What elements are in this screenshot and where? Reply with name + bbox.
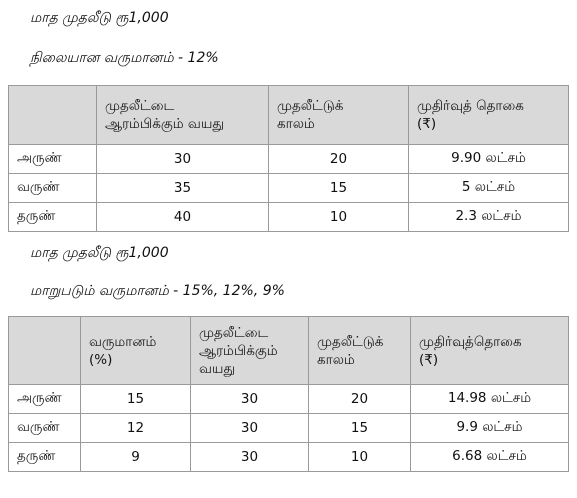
investor-name: வருண் [8, 413, 81, 443]
start-age: 40 [96, 202, 269, 232]
investment-period: 10 [308, 442, 411, 472]
investor-name: அருண் [8, 144, 97, 174]
investment-period: 20 [268, 144, 409, 174]
start-age: 35 [96, 173, 269, 203]
start-age: 30 [190, 413, 309, 443]
investor-name: தருண் [8, 442, 81, 472]
table-header-cell: முதலீட்டை ஆரம்பிக்கும் வயது [96, 85, 269, 145]
investment-period: 15 [268, 173, 409, 203]
table-row: அருண் 15 30 20 14.98 லட்சம் [8, 384, 569, 414]
investment-period: 10 [268, 202, 409, 232]
table-row: அருண் 30 20 9.90 லட்சம் [8, 144, 569, 174]
table-header-cell: வருமானம் (%) [80, 316, 191, 385]
maturity-amount: 14.98 லட்சம் [410, 384, 569, 414]
section1-monthly-investment: மாத முதலீடு ரூ1,000 [30, 10, 169, 26]
maturity-amount: 5 லட்சம் [408, 173, 569, 203]
table-row: தருண் 40 10 2.3 லட்சம் [8, 202, 569, 232]
table-header-cell [8, 85, 97, 145]
investment-period: 20 [308, 384, 411, 414]
start-age: 30 [190, 442, 309, 472]
section1-return-label: நிலையான வருமானம் - 12% [30, 50, 219, 66]
table-header-cell: முதிர்வுத் தொகை (₹) [408, 85, 569, 145]
start-age: 30 [190, 384, 309, 414]
table-header-cell: முதலீட்டுக் காலம் [308, 316, 411, 385]
section2-monthly-investment: மாத முதலீடு ரூ1,000 [30, 245, 169, 261]
maturity-amount: 6.68 லட்சம் [410, 442, 569, 472]
table-variable-return: வருமானம் (%) முதலீட்டை ஆரம்பிக்கும் வயது… [8, 316, 569, 472]
start-age: 30 [96, 144, 269, 174]
table-fixed-return: முதலீட்டை ஆரம்பிக்கும் வயது முதலீட்டுக் … [8, 85, 569, 232]
table-row: வருண் 12 30 15 9.9 லட்சம் [8, 413, 569, 443]
investor-name: அருண் [8, 384, 81, 414]
investor-name: வருண் [8, 173, 97, 203]
table-header-cell: முதலீட்டை ஆரம்பிக்கும் வயது [190, 316, 309, 385]
table-header-row: முதலீட்டை ஆரம்பிக்கும் வயது முதலீட்டுக் … [8, 85, 569, 145]
table-header-cell: முதலீட்டுக் காலம் [268, 85, 409, 145]
investor-name: தருண் [8, 202, 97, 232]
return-percent: 12 [80, 413, 191, 443]
table-header-cell [8, 316, 81, 385]
table-row: வருண் 35 15 5 லட்சம் [8, 173, 569, 203]
table-row: தருண் 9 30 10 6.68 லட்சம் [8, 442, 569, 472]
table-header-row: வருமானம் (%) முதலீட்டை ஆரம்பிக்கும் வயது… [8, 316, 569, 385]
section2-return-label: மாறுபடும் வருமானம் - 15%, 12%, 9% [30, 283, 285, 299]
maturity-amount: 9.90 லட்சம் [408, 144, 569, 174]
table-header-cell: முதிர்வுத்தொகை (₹) [410, 316, 569, 385]
return-percent: 15 [80, 384, 191, 414]
maturity-amount: 9.9 லட்சம் [410, 413, 569, 443]
maturity-amount: 2.3 லட்சம் [408, 202, 569, 232]
investment-period: 15 [308, 413, 411, 443]
return-percent: 9 [80, 442, 191, 472]
